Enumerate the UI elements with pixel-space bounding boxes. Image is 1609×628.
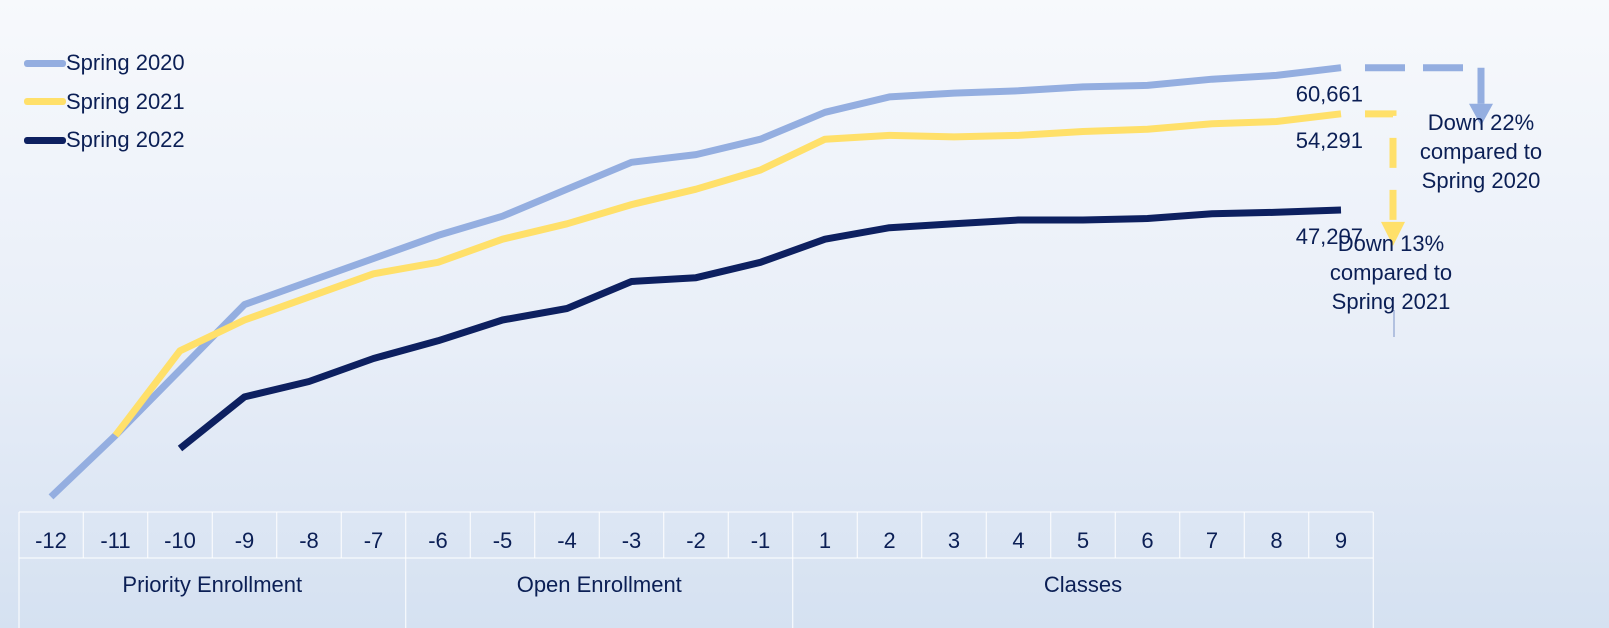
- down-arrow-2020: [1365, 64, 1485, 104]
- end-value-label: 47,207: [1296, 224, 1363, 249]
- x-tick-label: -11: [100, 528, 130, 553]
- annotations: Down 22% compared to Spring 2020 Down 13% co…: [1330, 64, 1542, 337]
- category-label: Open Enrollment: [517, 572, 682, 597]
- series-line-0: [48, 64, 1342, 500]
- x-tick-label: -7: [364, 528, 384, 553]
- category-label: Classes: [1044, 572, 1122, 597]
- x-tick-label: -3: [622, 528, 642, 553]
- x-tick-label: 5: [1077, 528, 1089, 553]
- x-tick-label: -10: [164, 528, 196, 553]
- legend-label: Spring 2021: [66, 88, 185, 114]
- x-tick-label: -2: [686, 528, 706, 553]
- x-tick-label: 1: [819, 528, 831, 553]
- legend-label: Spring 2020: [66, 50, 185, 76]
- x-tick-label: -6: [428, 528, 448, 553]
- category-label: Priority Enrollment: [122, 572, 302, 597]
- x-tick-label: -5: [493, 528, 513, 553]
- legend: Spring 2020 Spring 2021 Spring 2022: [24, 44, 185, 160]
- legend-item-spring-2022: Spring 2022: [24, 121, 185, 160]
- legend-label: Spring 2022: [66, 127, 185, 153]
- x-tick-label: -9: [235, 528, 255, 553]
- x-tick-label: -8: [299, 528, 319, 553]
- end-value-label: 54,291: [1296, 128, 1363, 153]
- x-tick-label: 9: [1335, 528, 1347, 553]
- legend-swatch: [24, 98, 66, 106]
- x-tick-label: -4: [557, 528, 577, 553]
- x-axis: -12 -11 -10 -9 -8 -7 -6 -5 -4 -3 -2 -1 1 2 3 4 5 6 7 8 9Prio…: [18, 511, 1374, 628]
- end-labels: 60,661 54,291 47,207: [1296, 82, 1363, 249]
- x-tick-label: 7: [1206, 528, 1218, 553]
- series-line-1: [112, 110, 1342, 438]
- annotation-text: Down 22% compared to Spring 2020: [1420, 110, 1542, 193]
- x-tick-label: -12: [35, 528, 67, 553]
- annotation-text: Down 13% compared to Spring 2021: [1330, 231, 1452, 314]
- down-arrow-2021: [1365, 110, 1397, 222]
- legend-item-spring-2020: Spring 2020: [24, 44, 185, 83]
- x-tick-label: -1: [751, 528, 771, 553]
- arrowhead-2020: [1469, 103, 1493, 126]
- arrowhead-2021: [1381, 221, 1405, 246]
- end-value-label: 60,661: [1296, 82, 1363, 107]
- x-tick-label: 6: [1141, 528, 1153, 553]
- legend-swatch: [24, 136, 66, 144]
- x-tick-label: 3: [948, 528, 960, 553]
- x-tick-label: 4: [1012, 528, 1024, 553]
- x-tick-label: 2: [883, 528, 895, 553]
- legend-item-spring-2021: Spring 2021: [24, 83, 185, 122]
- series-line-2: [177, 206, 1342, 452]
- x-tick-label: 8: [1270, 528, 1282, 553]
- series-layer: [48, 64, 1342, 500]
- legend-swatch: [24, 59, 66, 67]
